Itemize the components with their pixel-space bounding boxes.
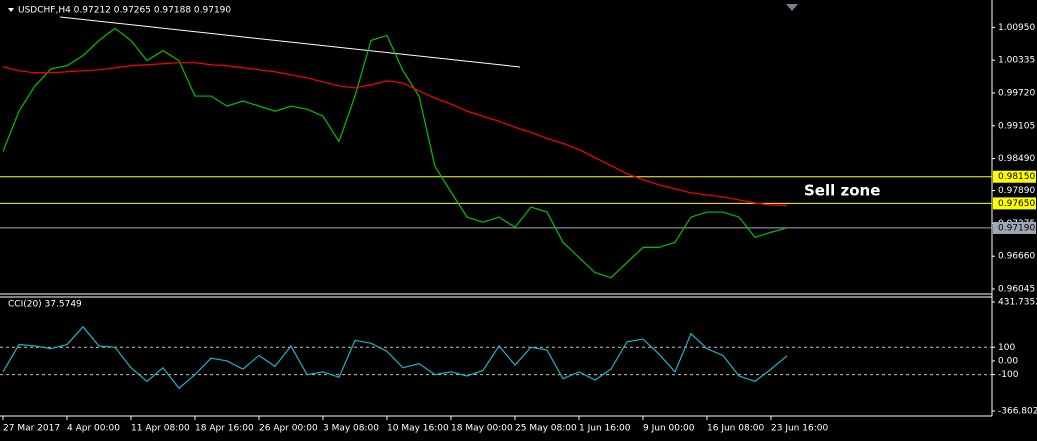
y-tick-label: 0.96660 [998, 252, 1035, 262]
annotation: Sell zone [804, 182, 880, 200]
x-tick-label: 4 Apr 00:00 [67, 424, 120, 434]
price-label-box [993, 197, 1036, 210]
x-tick-label: 23 Jun 16:00 [771, 424, 828, 434]
y-tick-label: 1.00950 [998, 23, 1035, 33]
price-label-box [993, 221, 1036, 234]
trendline [59, 16, 521, 68]
x-tick-label: 18 Apr 16:00 [195, 424, 254, 434]
y-tick-label: 0.00 [998, 356, 1018, 366]
y-tick-label: -100 [998, 370, 1019, 380]
x-tick-label: 26 Apr 00:00 [259, 424, 318, 434]
y-tick-label: 431.7352 [998, 298, 1037, 308]
y-tick-label: 0.99720 [998, 89, 1035, 99]
series-line [2, 62, 788, 207]
x-tick-label: 11 Apr 08:00 [131, 424, 190, 434]
y-tick-label: 0.97890 [998, 186, 1035, 196]
x-tick-label: 1 Jun 16:00 [579, 424, 631, 434]
series-line [2, 27, 788, 279]
indicator-title: CCI(20) 37.5749 [8, 300, 82, 310]
price-label: 0.97190 [998, 223, 1035, 233]
y-tick-label: 0.99105 [998, 121, 1035, 131]
price-label: 0.98150 [998, 172, 1035, 182]
series-line [2, 325, 788, 390]
x-tick-label: 16 Jun 08:00 [707, 424, 764, 434]
shift-marker [786, 4, 798, 11]
y-tick-label: -366.8026 [998, 407, 1037, 417]
chart-title: USDCHF,H4 0.97212 0.97265 0.97188 0.9719… [18, 6, 231, 16]
x-tick-label: 9 Jun 00:00 [643, 424, 695, 434]
y-tick-label: 0.96045 [998, 285, 1035, 295]
price-label: 0.97650 [998, 199, 1035, 209]
y-tick-label: 1.00335 [998, 56, 1035, 66]
price-label-box [993, 170, 1036, 183]
x-tick-label: 25 May 08:00 [515, 424, 577, 434]
x-tick-label: 18 May 00:00 [451, 424, 513, 434]
x-tick-label: 10 May 16:00 [387, 424, 449, 434]
y-tick-label: 100 [998, 343, 1015, 353]
x-tick-label: 27 Mar 2017 [3, 424, 60, 434]
menu-arrow [8, 8, 14, 12]
y-tick-label: 0.98490 [998, 154, 1035, 164]
x-tick-label: 3 May 08:00 [323, 424, 379, 434]
